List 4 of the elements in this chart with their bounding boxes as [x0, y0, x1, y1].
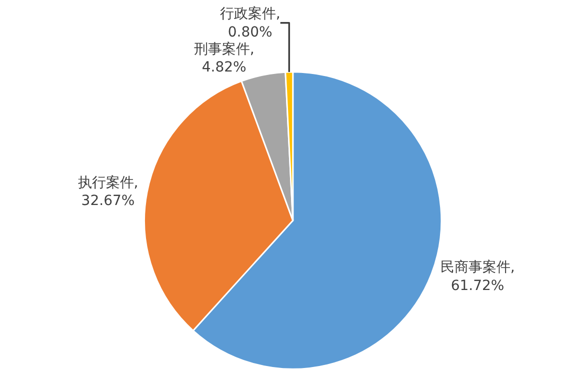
slice-label: 民商事案件, 61.72% — [440, 258, 515, 294]
slice-label: 执行案件, 32.67% — [78, 174, 138, 210]
slice-label: 刑事案件, 4.82% — [194, 40, 254, 76]
slice-label: 行政案件, 0.80% — [220, 5, 280, 40]
